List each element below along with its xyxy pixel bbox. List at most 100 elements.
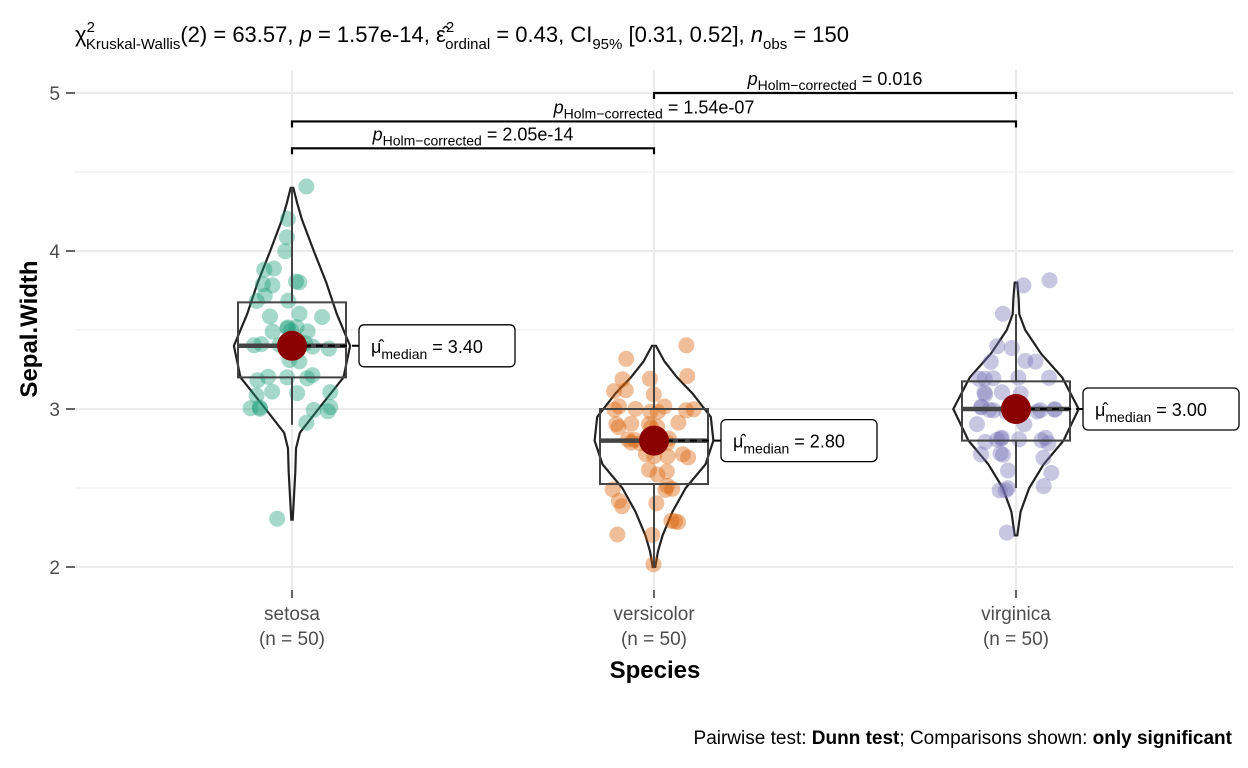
data-point-versicolor	[610, 419, 627, 436]
caption-bold2: only significant	[1093, 728, 1233, 749]
data-point-setosa	[299, 323, 316, 340]
title-eps-value: = 0.43, CI	[490, 22, 592, 47]
data-point-virginica	[998, 524, 1015, 541]
box-setosa	[237, 301, 347, 379]
data-point-virginica	[973, 446, 990, 463]
data-point-versicolor	[614, 371, 631, 388]
data-point-virginica	[969, 416, 985, 433]
data-point-setosa	[280, 292, 297, 309]
comparison-bracket	[652, 91, 1018, 99]
title-eps-sup: 2	[446, 19, 454, 36]
title-chi-sup: 2	[87, 19, 95, 36]
data-point-versicolor	[680, 449, 697, 466]
data-point-setosa	[291, 305, 308, 322]
data-point-versicolor	[678, 337, 695, 354]
data-point-setosa	[322, 399, 339, 416]
data-point-virginica	[1017, 352, 1034, 369]
title-chi-sub: Kruskal-Wallis	[86, 36, 180, 53]
caption-bold1: Dunn test	[812, 728, 900, 749]
data-point-versicolor	[658, 463, 675, 480]
data-point-versicolor	[644, 526, 661, 543]
data-point-virginica	[992, 445, 1009, 462]
comparison-bracket	[290, 147, 656, 155]
data-point-virginica	[977, 386, 994, 403]
data-point-virginica	[1040, 435, 1057, 452]
x-tick-label-virginica: virginica	[981, 604, 1051, 625]
bracket-layer: pHolm−corrected = 2.05e-14 pHolm−correcte…	[290, 69, 1018, 155]
data-point-virginica	[971, 370, 988, 387]
data-point-setosa	[248, 387, 265, 404]
data-point-virginica	[1035, 449, 1052, 466]
data-point-versicolor	[610, 492, 627, 509]
title-p-label: p	[299, 22, 312, 47]
data-point-virginica	[1011, 431, 1028, 448]
data-point-versicolor	[641, 370, 658, 387]
data-point-virginica	[991, 482, 1008, 499]
data-point-setosa	[305, 401, 322, 418]
data-point-virginica	[1000, 462, 1016, 479]
data-point-setosa	[264, 383, 281, 400]
data-point-virginica	[1027, 353, 1044, 370]
data-point-virginica	[994, 305, 1011, 322]
data-point-setosa	[279, 211, 296, 227]
data-point-versicolor	[649, 403, 666, 420]
x-tick-n-versicolor: (n = 50)	[621, 629, 687, 650]
data-point-versicolor	[609, 526, 626, 543]
data-point-setosa	[298, 414, 315, 431]
data-point-setosa	[269, 510, 286, 527]
data-point-versicolor	[614, 498, 631, 515]
data-point-setosa	[248, 293, 265, 309]
data-point-versicolor	[606, 383, 622, 400]
chart-title: χ2 Kruskal-Wallis(2) = 63.57, p = 1.57e-1…	[75, 19, 849, 53]
data-point-virginica	[1010, 369, 1027, 386]
median-label-box-versicolor	[720, 418, 878, 463]
data-point-virginica	[1003, 340, 1020, 356]
title-n-label: n	[751, 22, 763, 47]
data-point-versicolor	[618, 350, 635, 367]
data-point-versicolor	[663, 512, 680, 529]
data-point-virginica	[999, 480, 1016, 497]
x-tick-n-virginica: (n = 50)	[983, 629, 1049, 650]
data-point-virginica	[994, 384, 1010, 401]
data-point-setosa	[256, 261, 273, 278]
title-ci-value: [0.31, 0.52],	[622, 22, 750, 47]
data-point-versicolor	[604, 481, 621, 498]
title-n-value: = 150	[787, 22, 849, 47]
data-point-setosa	[265, 260, 282, 277]
data-point-versicolor	[657, 482, 674, 498]
data-point-virginica	[977, 433, 994, 450]
median-label-versicolor: μ̂median = 2.80	[733, 432, 845, 457]
data-point-setosa	[251, 399, 268, 416]
data-point-versicolor	[641, 461, 657, 478]
data-point-versicolor	[674, 446, 691, 463]
title-ci-sub: 95%	[592, 36, 622, 53]
comparison-label: pHolm−corrected = 0.016	[747, 69, 923, 93]
points-layer	[242, 178, 1063, 573]
median-label-box-setosa	[358, 324, 516, 368]
data-point-versicolor	[667, 513, 684, 530]
title-chi: χ	[75, 22, 87, 47]
data-point-virginica	[1041, 272, 1058, 289]
box-layer	[237, 187, 1071, 567]
data-point-setosa	[278, 229, 295, 246]
data-point-setosa	[249, 372, 266, 389]
x-tick-n-setosa: (n = 50)	[259, 629, 325, 650]
x-tick-label-versicolor: versicolor	[613, 604, 695, 625]
title-n-sub: obs	[763, 36, 787, 53]
data-point-virginica	[1035, 478, 1052, 495]
title-p-value: = 1.57e-14,	[312, 22, 436, 47]
median-label-setosa: μ̂median = 3.40	[371, 337, 483, 362]
comparison-bracket	[290, 120, 1018, 128]
data-point-virginica	[982, 353, 999, 370]
data-point-versicolor	[648, 495, 665, 512]
data-point-virginica	[976, 384, 993, 401]
caption-part1: Pairwise test:	[694, 728, 812, 749]
data-point-versicolor	[649, 466, 666, 483]
median-label-virginica: μ̂median = 3.00	[1095, 400, 1207, 425]
data-point-virginica	[1041, 369, 1058, 386]
median-point-virginica	[1001, 394, 1031, 424]
data-point-setosa	[264, 277, 281, 294]
data-point-setosa	[252, 400, 269, 417]
median-layer: μ̂median = 3.40 μ̂median = 2.80 μ̂median =…	[277, 324, 1240, 463]
